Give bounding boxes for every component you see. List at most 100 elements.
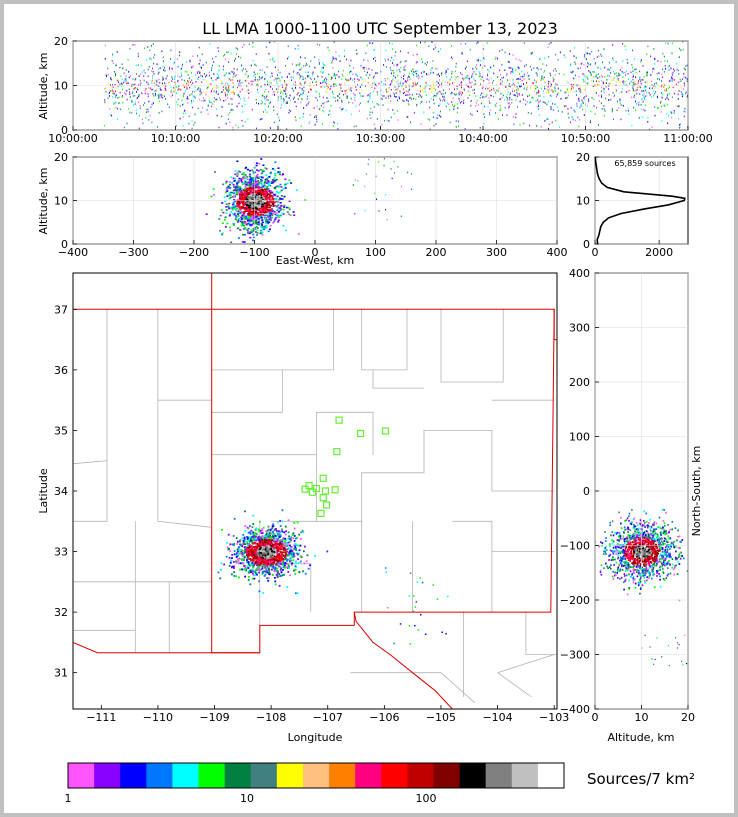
colorbar-swatch [381, 763, 408, 788]
p1-ylabel: Altitude, km [37, 52, 50, 119]
state-border [211, 308, 557, 341]
p2-xtick: −200 [179, 246, 209, 259]
panel-altitude-histogram: 0 2000 0 10 20 65,859 sources [576, 151, 689, 259]
p5-xtick: 20 [681, 711, 695, 724]
p5-ylabel: North-South, km [690, 446, 703, 537]
plan-view-sources [217, 509, 449, 645]
p2-xtick: −300 [118, 246, 148, 259]
county-line [211, 309, 334, 371]
p2-ytick: 0 [61, 238, 68, 251]
p5-ytick: −100 [560, 540, 590, 553]
county-line [452, 520, 493, 613]
lma-station-marker [335, 416, 343, 424]
p5-ytick: 400 [569, 267, 590, 280]
lma-station-marker [301, 485, 309, 493]
p5-ytick: −300 [560, 649, 590, 662]
lma-station-marker [305, 481, 313, 490]
county-boundaries [73, 309, 557, 704]
p2-xtick: 300 [486, 246, 507, 259]
p4-xtick: −108 [256, 711, 286, 724]
p4-xtick: −103 [539, 711, 569, 724]
colorbar-swatch [329, 763, 356, 788]
p5-ytick: 0 [583, 485, 590, 498]
p4-xtick: −107 [313, 711, 343, 724]
colorbar-swatch [250, 763, 278, 788]
p1-xtick: 10:30:00 [356, 132, 405, 145]
p5-ytick: −200 [560, 594, 590, 607]
figure-canvas: LL LMA 1000-1100 UTC September 13, 2023 … [37, 19, 713, 805]
p4-ytick: 37 [54, 303, 68, 316]
county-line [316, 429, 555, 522]
p1-ytick: 20 [54, 35, 68, 48]
p1-xtick: 10:20:00 [253, 132, 302, 145]
county-line [211, 411, 374, 456]
p2-xlabel: East-West, km [276, 254, 354, 267]
state-border [73, 641, 260, 654]
p2-xtick: 0 [312, 246, 319, 259]
colorbar: 1 10 100 Sources/7 km² [65, 762, 695, 805]
colorbar-swatch [485, 763, 513, 788]
colorbar-swatch [511, 763, 539, 788]
county-line [350, 672, 476, 704]
p5-ytick: 100 [569, 431, 590, 444]
colorbar-swatch [276, 763, 304, 788]
colorbar-label: Sources/7 km² [587, 770, 695, 788]
panel-altitude-eastwest: −400 −300 −200 −100 0 100 200 300 400 0 10 20 Altit… [37, 151, 568, 267]
county-line [440, 309, 504, 383]
lma-station-marker [333, 448, 341, 456]
colorbar-swatch [120, 763, 147, 788]
county-line [211, 369, 283, 413]
p3-xtick: 2000 [645, 246, 673, 259]
colorbar-swatch [407, 763, 434, 788]
p1-ytick: 0 [61, 124, 68, 137]
county-line [372, 369, 424, 389]
p4-xtick: −109 [199, 711, 229, 724]
panel-altitude-time: 10:00:00 10:10:00 10:20:00 10:30:00 10:40:00… [37, 35, 713, 145]
state-border [353, 612, 453, 709]
colorbar-tick: 1 [65, 792, 72, 805]
p4-xtick: −104 [482, 711, 512, 724]
p4-xtick: −106 [369, 711, 399, 724]
p2-xtick: −100 [239, 246, 269, 259]
p4-ytick: 35 [54, 424, 68, 437]
lma-station-marker [381, 427, 390, 435]
county-line [157, 309, 212, 528]
altitude-histogram-line [594, 156, 686, 245]
colorbar-swatch [355, 763, 382, 788]
p4-ytick: 36 [54, 364, 68, 377]
p2-xtick: 100 [365, 246, 386, 259]
lma-station-marker [312, 484, 321, 493]
colorbar-swatch [146, 763, 173, 788]
p3-ytick: 0 [583, 238, 590, 251]
p5-xtick: 0 [592, 711, 599, 724]
county-line [73, 460, 108, 522]
lma-station-marker [319, 494, 327, 502]
p2-ytick: 10 [54, 195, 68, 208]
altitude-time-sources [103, 41, 688, 130]
p5-ytick: −400 [560, 703, 590, 716]
p1-xtick: 10:40:00 [458, 132, 507, 145]
p4-xlabel: Longitude [288, 731, 343, 744]
panel-northsouth-altitude: 0 10 20 −400 −300 −200 −100 0 100 200 300 400 Altit… [560, 267, 703, 744]
panel-plan-map: −111 −110 −109 −108 −107 −106 −105 −104 −103 31 32… [37, 272, 569, 744]
lma-station-marker [356, 429, 365, 438]
colorbar-tick: 100 [416, 792, 437, 805]
colorbar-swatch [459, 763, 486, 788]
colorbar-swatch [68, 763, 95, 788]
colorbar-swatch [302, 763, 330, 788]
p3-ytick: 10 [576, 195, 590, 208]
colorbar-swatch [433, 763, 460, 788]
p1-xtick: 10:50:00 [561, 132, 610, 145]
lma-station-marker [331, 486, 339, 494]
p1-xtick: 10:00:00 [48, 132, 97, 145]
colorbar-swatch [198, 763, 225, 788]
county-line [361, 309, 408, 371]
state-boundaries [73, 273, 557, 709]
lma-stations [301, 416, 390, 518]
p5-xtick: 10 [635, 711, 649, 724]
p3-ytick: 20 [576, 151, 590, 164]
figure-frame: LL LMA 1000-1100 UTC September 13, 2023 … [4, 4, 734, 813]
p4-ytick: 34 [54, 485, 68, 498]
source-count-label: 65,859 sources [614, 159, 675, 168]
colorbar-swatch [224, 763, 252, 788]
